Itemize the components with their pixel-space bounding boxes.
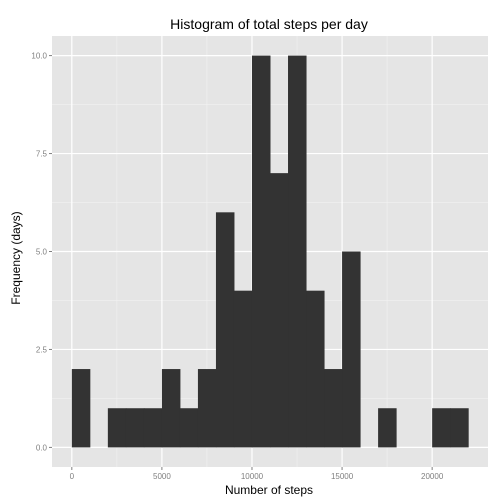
histogram-bar	[126, 408, 145, 447]
y-tick-label: 5.0	[36, 248, 48, 257]
histogram-bar	[180, 408, 199, 447]
histogram-bar	[108, 408, 127, 447]
histogram-bar	[216, 212, 235, 447]
histogram-bar	[288, 56, 307, 448]
histogram-bar	[252, 56, 271, 448]
y-tick-label: 10.0	[31, 52, 47, 61]
x-tick-label: 15000	[331, 472, 354, 481]
histogram-bar	[72, 369, 91, 447]
y-tick-label: 7.5	[36, 150, 48, 159]
histogram-bar	[342, 252, 361, 448]
histogram-bar	[324, 369, 343, 447]
histogram-bar	[234, 291, 253, 448]
y-axis-ticks: 0.0 2.5 5.0 7.5 10.0	[31, 52, 52, 453]
y-axis-title: Frequency (days)	[9, 211, 23, 304]
y-tick-label: 2.5	[36, 345, 48, 354]
histogram-bar	[378, 408, 397, 447]
x-tick-label: 10000	[241, 472, 264, 481]
histogram-bar	[198, 369, 217, 447]
histogram-bar	[450, 408, 469, 447]
y-tick-label: 0.0	[36, 443, 48, 452]
chart-title: Histogram of total steps per day	[170, 16, 368, 32]
histogram-bar	[162, 369, 181, 447]
histogram-bar	[144, 408, 163, 447]
histogram-bar	[432, 408, 451, 447]
x-axis-ticks: 0 5000 10000 15000 20000	[70, 467, 444, 481]
x-axis-title: Number of steps	[225, 483, 313, 497]
histogram-bar	[306, 291, 325, 448]
x-tick-label: 20000	[421, 472, 444, 481]
histogram-bar	[270, 173, 289, 447]
x-tick-label: 0	[70, 472, 75, 481]
x-tick-label: 5000	[153, 472, 171, 481]
